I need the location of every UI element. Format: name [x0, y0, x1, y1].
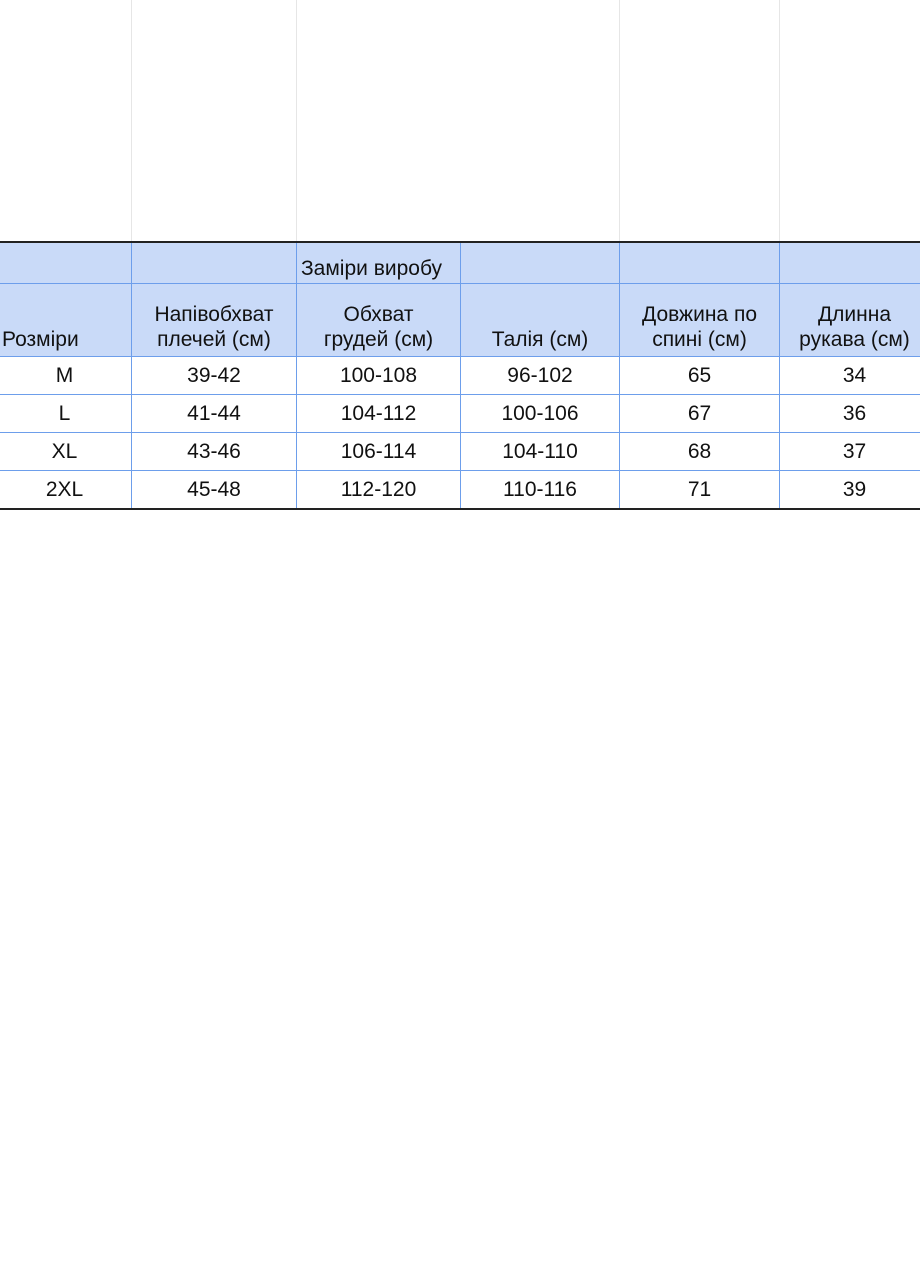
header-text: Довжина по — [642, 303, 757, 326]
sheet-gridline — [779, 0, 780, 241]
cell: 39-42 — [131, 356, 297, 395]
cell: 100-106 — [460, 394, 620, 433]
group-header-row: Заміри виробу — [0, 241, 920, 284]
cell: 41-44 — [131, 394, 297, 433]
cell: 43-46 — [131, 432, 297, 471]
header-cell — [0, 241, 132, 284]
header-text: Обхват — [343, 303, 414, 326]
sheet-gridline — [131, 0, 132, 241]
header-text: Талія (см) — [491, 328, 589, 351]
cell: 104-112 — [296, 394, 461, 433]
cell: 67 — [619, 394, 780, 433]
cell: 36 — [779, 394, 920, 433]
cell: 96-102 — [460, 356, 620, 395]
size-cell: XL — [0, 432, 132, 471]
cell: 112-120 — [296, 470, 461, 510]
header-text: грудей (см) — [323, 328, 434, 351]
cell: 34 — [779, 356, 920, 395]
header-text: Напівобхват — [154, 303, 274, 326]
size-chart-table: Заміри виробу Розміри Напівобхват плечей … — [0, 241, 920, 510]
header-sizes: Розміри — [0, 283, 132, 357]
cell: 68 — [619, 432, 780, 471]
cell: 45-48 — [131, 470, 297, 510]
cell: 71 — [619, 470, 780, 510]
header-shoulders: Напівобхват плечей (см) — [131, 283, 297, 357]
header-sleeve-length: Длинна рукава (см) — [779, 283, 920, 357]
size-cell: 2XL — [0, 470, 132, 510]
header-text: спині (см) — [652, 328, 747, 351]
header-text: рукава (см) — [799, 328, 910, 351]
table-row: 2XL 45-48 112-120 110-116 71 39 — [0, 470, 920, 510]
group-header: Заміри виробу — [296, 241, 461, 284]
cell: 104-110 — [460, 432, 620, 471]
cell: 39 — [779, 470, 920, 510]
size-cell: L — [0, 394, 132, 433]
header-cell — [619, 241, 780, 284]
cell: 65 — [619, 356, 780, 395]
header-chest: Обхват грудей (см) — [296, 283, 461, 357]
size-cell: M — [0, 356, 132, 395]
table-row: M 39-42 100-108 96-102 65 34 — [0, 356, 920, 395]
header-text: Розміри — [2, 328, 79, 351]
cell: 106-114 — [296, 432, 461, 471]
sheet-gridline — [619, 0, 620, 241]
cell: 37 — [779, 432, 920, 471]
table-row: XL 43-46 106-114 104-110 68 37 — [0, 432, 920, 471]
cell: 110-116 — [460, 470, 620, 510]
header-cell — [131, 241, 297, 284]
header-cell — [460, 241, 620, 284]
column-header-row: Розміри Напівобхват плечей (см) Обхват гру… — [0, 283, 920, 357]
header-cell — [779, 241, 920, 284]
header-text: Длинна — [817, 303, 892, 326]
header-back-length: Довжина по спині (см) — [619, 283, 780, 357]
header-waist: Талія (см) — [460, 283, 620, 357]
header-text: плечей (см) — [157, 328, 271, 351]
table-row: L 41-44 104-112 100-106 67 36 — [0, 394, 920, 433]
sheet-gridline — [296, 0, 297, 241]
cell: 100-108 — [296, 356, 461, 395]
